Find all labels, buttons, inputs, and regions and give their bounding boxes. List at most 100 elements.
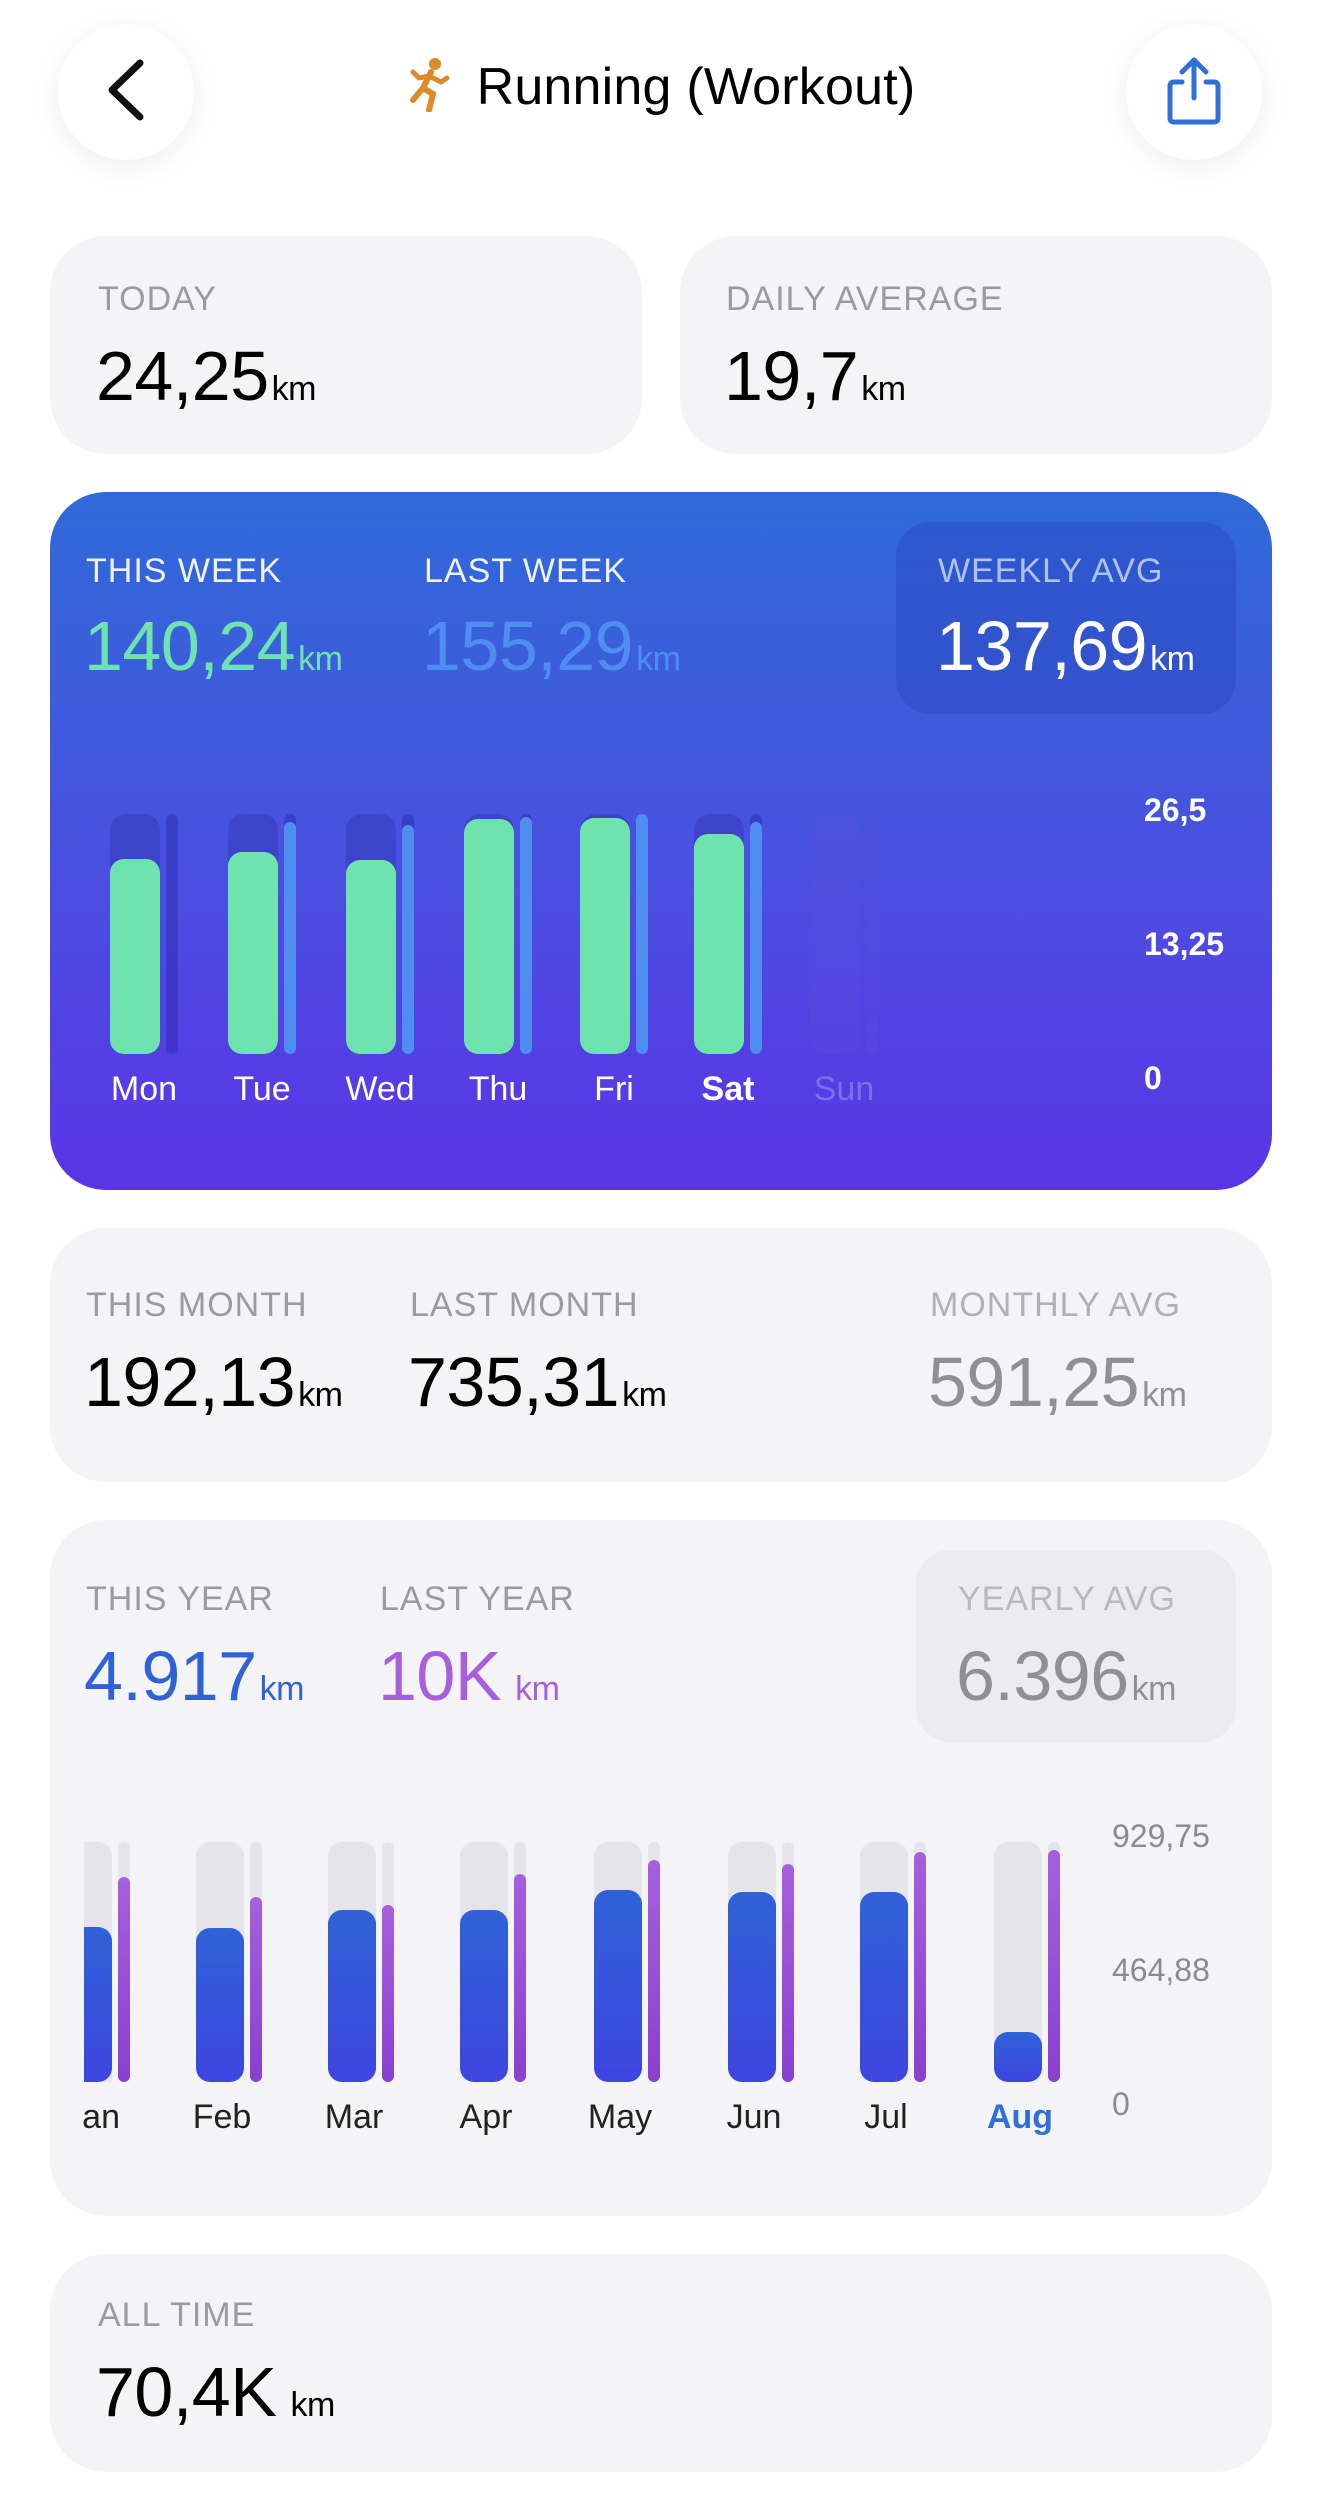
today-value: 24,25km: [96, 336, 317, 416]
chevron-left-icon: [104, 59, 148, 126]
monthly-avg-number: 591,25: [928, 1343, 1140, 1421]
year-bar-this: [84, 1927, 112, 2082]
share-icon: [1164, 54, 1224, 131]
last-year-number: 10K: [378, 1637, 502, 1715]
year-bar-last: [118, 1876, 130, 2082]
year-month-label: an: [82, 2098, 120, 2136]
yearly-avg-unit: km: [1131, 1670, 1177, 1708]
yearly-avg-box: [916, 1550, 1236, 1742]
title-wrap: Running (Workout): [0, 56, 1320, 117]
last-year-value: 10K km: [378, 1636, 560, 1716]
week-bar-this: [228, 852, 278, 1054]
header: Running (Workout): [0, 0, 1320, 200]
last-week-unit: km: [636, 640, 681, 678]
yearly-avg-label: YEARLY AVG: [958, 1580, 1176, 1618]
week-bar-last: [520, 816, 532, 1054]
this-year-value: 4.917km: [84, 1636, 305, 1716]
week-day-label: Wed: [345, 1070, 415, 1108]
today-label: TODAY: [98, 280, 217, 318]
this-week-unit: km: [298, 640, 343, 678]
week-bar-last: [636, 814, 648, 1054]
year-month-label: May: [587, 2098, 653, 2136]
week-last-track: [866, 814, 878, 1054]
this-month-number: 192,13: [84, 1343, 296, 1421]
year-bar-this: [994, 2032, 1042, 2082]
this-week-label: THIS WEEK: [86, 552, 283, 590]
this-month-unit: km: [298, 1376, 343, 1414]
all-time-card: ALL TIME 70,4K km: [50, 2254, 1272, 2472]
year-chart: an Feb Mar Apr May Jun Jul Aug 929,75 464,88 0: [50, 1520, 1272, 2216]
weekly-avg-unit: km: [1150, 640, 1195, 678]
year-month-label: Aug: [986, 2098, 1054, 2136]
year-bar-last: [514, 1874, 526, 2082]
today-unit: km: [271, 370, 317, 408]
this-year-label: THIS YEAR: [86, 1580, 274, 1618]
year-bar-this: [860, 1892, 908, 2082]
week-last-track: [166, 814, 178, 1054]
this-month-label: THIS MONTH: [86, 1286, 308, 1324]
year-bar-last: [250, 1897, 262, 2082]
week-chart: Mon Tue Wed Thu Fri Sat Sun 26,5 13,25 0: [50, 492, 1272, 1190]
week-day-label: Sat: [701, 1070, 755, 1108]
all-time-unit: km: [290, 2386, 335, 2424]
all-time-number: 70,4K: [96, 2353, 277, 2431]
year-bar-last: [914, 1852, 926, 2082]
year-month-label: Jun: [726, 2098, 782, 2136]
last-month-unit: km: [622, 1376, 667, 1414]
this-year-unit: km: [259, 1670, 305, 1708]
this-week-number: 140,24: [84, 607, 296, 685]
all-time-label: ALL TIME: [98, 2296, 256, 2334]
year-month-label: Apr: [459, 2098, 513, 2136]
monthly-avg-unit: km: [1142, 1376, 1187, 1414]
monthly-avg-label: MONTHLY AVG: [930, 1286, 1181, 1324]
year-bar-last: [1048, 1849, 1060, 2082]
last-week-value: 155,29km: [422, 606, 681, 686]
weekly-avg-box: [896, 522, 1236, 714]
year-bar-this: [728, 1892, 776, 2082]
year-bar-last: [782, 1863, 794, 2082]
today-card: TODAY 24,25km: [50, 236, 642, 454]
back-button[interactable]: [58, 24, 194, 160]
year-month-label: Jul: [864, 2098, 908, 2136]
last-month-number: 735,31: [408, 1343, 620, 1421]
year-bar-this: [328, 1910, 376, 2082]
week-day-label: Fri: [594, 1070, 634, 1108]
last-year-unit: km: [515, 1670, 560, 1708]
last-year-label: LAST YEAR: [380, 1580, 575, 1618]
weekly-avg-value: 137,69km: [936, 606, 1195, 686]
month-card: THIS MONTH 192,13km LAST MONTH 735,31km …: [50, 1228, 1272, 1482]
week-bar-this: [110, 859, 160, 1054]
week-y-tick: 0: [1144, 1060, 1162, 1096]
year-card[interactable]: THIS YEAR 4.917km LAST YEAR 10K km YEARLY…: [50, 1520, 1272, 2216]
yearly-avg-number: 6.396: [956, 1637, 1129, 1715]
yearly-avg-value: 6.396km: [956, 1636, 1177, 1716]
week-bar-last: [284, 822, 296, 1054]
week-bar-last: [750, 822, 762, 1054]
week-card[interactable]: THIS WEEK 140,24km LAST WEEK 155,29km WE…: [50, 492, 1272, 1190]
last-week-number: 155,29: [422, 607, 634, 685]
daily-average-unit: km: [861, 370, 906, 408]
week-day-label: Mon: [110, 1070, 178, 1108]
week-day-label: Thu: [468, 1070, 528, 1108]
share-button[interactable]: [1126, 24, 1262, 160]
week-bar-last: [402, 824, 414, 1054]
monthly-avg-value: 591,25km: [928, 1342, 1187, 1422]
year-y-tick: 464,88: [1112, 1952, 1210, 1988]
week-bar-this: [346, 860, 396, 1054]
today-number: 24,25: [96, 337, 269, 415]
week-day-label: Tue: [233, 1070, 291, 1108]
this-month-value: 192,13km: [84, 1342, 343, 1422]
year-y-tick: 929,75: [1112, 1818, 1210, 1854]
last-week-label: LAST WEEK: [424, 552, 627, 590]
weekly-avg-number: 137,69: [936, 607, 1148, 685]
last-month-label: LAST MONTH: [410, 1286, 639, 1324]
week-y-tick: 26,5: [1144, 792, 1207, 828]
year-bar-this: [460, 1910, 508, 2082]
runner-icon: [405, 56, 451, 117]
year-month-label: Feb: [192, 2098, 252, 2136]
page-title: Running (Workout): [476, 57, 916, 116]
weekly-avg-label: WEEKLY AVG: [938, 552, 1164, 590]
week-bar-this: [694, 834, 744, 1054]
week-y-tick: 13,25: [1144, 926, 1225, 962]
daily-average-number: 19,7: [724, 337, 859, 415]
